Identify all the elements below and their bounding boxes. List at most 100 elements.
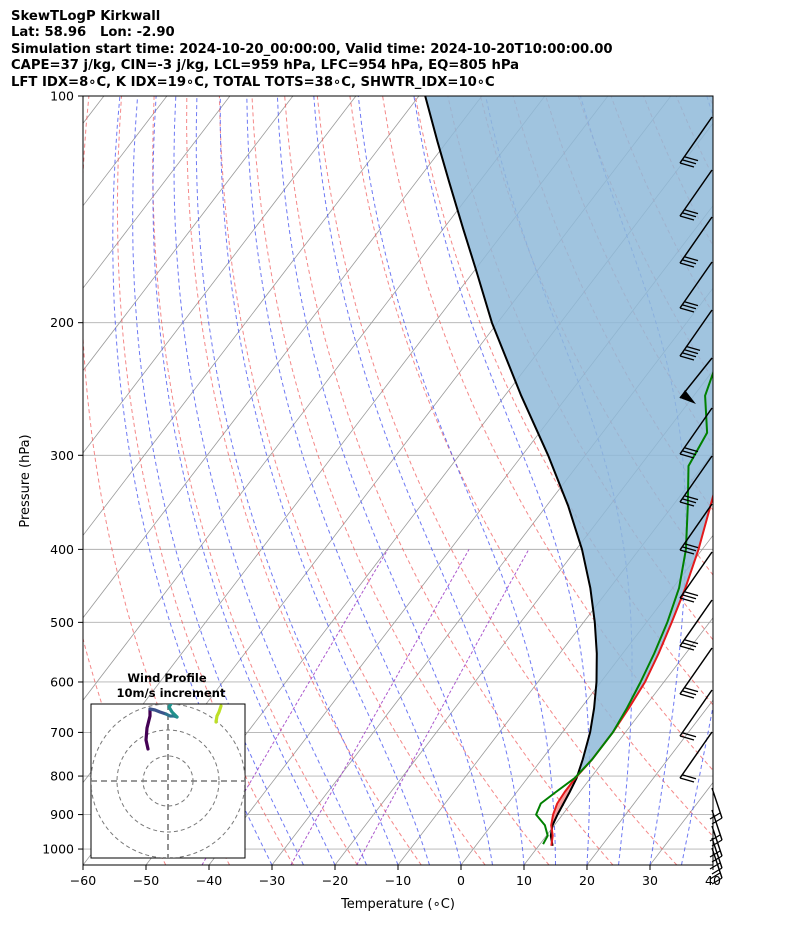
moist-adiabat-lines <box>112 96 794 865</box>
x-tick-label: −40 <box>196 873 222 888</box>
wind-barb <box>679 647 713 699</box>
dry-adiabat-line <box>251 96 550 865</box>
moist-adiabat-line <box>132 96 304 865</box>
wind-barb <box>709 837 723 875</box>
y-tick-label: 100 <box>50 89 74 104</box>
isotherm-line <box>83 96 231 289</box>
location-coordinates: Lat: 58.96 Lon: -2.90 <box>11 25 175 41</box>
dry-adiabat-line <box>382 96 713 772</box>
x-tick-label: 10 <box>516 873 532 888</box>
x-tick-label: −20 <box>322 873 348 888</box>
wind-profile-inset: Wind Profile 10m/s increment <box>90 671 246 859</box>
wind-profile-subtitle: 10m/s increment <box>117 686 226 700</box>
wind-barb <box>679 116 713 168</box>
moist-adiabat-line <box>712 862 713 865</box>
x-tick-label: 0 <box>457 873 465 888</box>
wind-barb <box>679 216 713 268</box>
y-tick-label: 1000 <box>42 842 74 857</box>
x-tick-label: −50 <box>133 873 159 888</box>
moist-adiabat-line <box>276 96 493 865</box>
dry-adiabat-line <box>152 96 358 865</box>
y-axis-label: Pressure (hPa) <box>18 434 33 527</box>
isotherm-line <box>83 96 546 701</box>
simulation-times: Simulation start time: 2024-10-20_00:00:… <box>11 41 613 57</box>
wind-barb <box>679 599 713 651</box>
isotherm-line <box>83 96 483 619</box>
wind-barb <box>679 309 713 361</box>
wind-barb <box>679 169 713 221</box>
isotherm-line <box>83 96 420 537</box>
x-tick-label: 30 <box>642 873 658 888</box>
plot-area <box>82 95 794 885</box>
dry-adiabat-line <box>414 96 713 706</box>
dry-adiabat-line <box>284 96 614 865</box>
x-tick-label: −60 <box>70 873 96 888</box>
wind-barb <box>709 825 723 863</box>
hodograph-trace <box>214 704 223 724</box>
isotherm-line <box>83 96 357 454</box>
wind-barb <box>679 503 713 555</box>
wind-barb <box>679 551 713 603</box>
chart-header: SkewTLogP Kirkwall Lat: 58.96 Lon: -2.90… <box>11 9 613 91</box>
isotherm-line <box>712 864 713 865</box>
isotherm-line <box>83 96 294 372</box>
y-tick-label: 400 <box>50 542 74 557</box>
mixing-ratio-line <box>290 549 470 865</box>
moist-adiabat-line <box>219 96 430 865</box>
y-tick-label: 900 <box>50 807 74 822</box>
moist-adiabat-line <box>357 96 556 865</box>
isotherm-lines <box>83 96 713 865</box>
profile-lines <box>424 96 713 846</box>
x-tick-label: 20 <box>579 873 595 888</box>
isotherm-line <box>460 534 713 865</box>
moist-adiabat-line <box>173 96 367 865</box>
wind-profile-title: Wind Profile <box>127 671 207 685</box>
y-tick-label: 800 <box>50 769 74 784</box>
wind-barb <box>679 261 713 313</box>
x-tick-label: −10 <box>385 873 411 888</box>
wind-barb <box>679 455 713 507</box>
moist-adiabat-line <box>195 96 399 865</box>
moist-adiabat-line <box>246 96 462 865</box>
x-tick-label: −30 <box>259 873 285 888</box>
dry-adiabat-line <box>316 96 678 865</box>
dry-adiabat-line <box>742 96 794 865</box>
dry-adiabat-line <box>218 96 486 865</box>
wind-barb <box>679 357 713 404</box>
wind-profile-rings <box>91 704 245 858</box>
chart-title: SkewTLogP Kirkwall <box>11 9 161 24</box>
hodograph-trace <box>148 707 168 716</box>
wind-barbs <box>679 116 723 885</box>
y-tick-label: 200 <box>50 315 74 330</box>
isotherm-line <box>83 96 105 124</box>
wind-barb <box>679 731 713 783</box>
cape-cin-fill <box>425 96 713 846</box>
dry-adiabat-line <box>116 96 294 865</box>
cin-area <box>550 778 577 846</box>
y-tick-label: 500 <box>50 615 74 630</box>
y-tick-label: 700 <box>50 725 74 740</box>
temperature-profile-line <box>550 492 713 846</box>
moist-adiabat-line <box>745 96 794 865</box>
mixing-ratio-line <box>356 549 530 865</box>
x-axis: −60 −50 −40 −30 −20 −10 0 10 20 30 40 <box>70 865 721 888</box>
moist-adiabat-line <box>413 96 591 865</box>
dry-adiabat-line <box>774 96 794 865</box>
parcel-profile-line <box>424 96 598 846</box>
wind-barb <box>709 847 723 885</box>
hodograph-trace <box>167 704 179 719</box>
x-axis-label: Temperature (∘C) <box>340 897 455 912</box>
isotherm-line <box>523 617 713 865</box>
dewpoint-profile-line <box>535 370 713 845</box>
moist-adiabat-line <box>579 96 687 865</box>
x-tick-label: 40 <box>705 873 721 888</box>
wind-barb <box>679 407 713 459</box>
wind-barb <box>709 787 723 825</box>
cape-area <box>425 96 713 778</box>
wind-barb <box>679 689 713 741</box>
hodograph-trace <box>144 707 152 751</box>
moist-adiabat-line <box>313 96 525 865</box>
stability-indices-2: LFT IDX=8∘C, K IDX=19∘C, TOTAL TOTS=38∘C… <box>11 74 495 90</box>
moist-adiabat-line <box>152 96 336 865</box>
